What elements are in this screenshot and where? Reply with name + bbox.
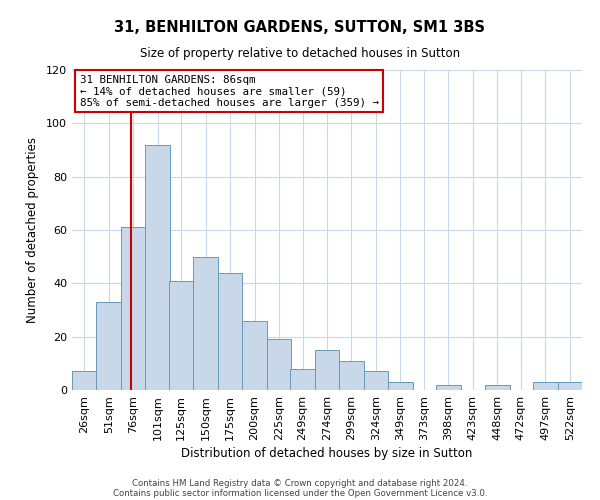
Bar (121, 228, 145, 390)
X-axis label: Distribution of detached houses by size in Sutton: Distribution of detached houses by size … (181, 447, 473, 460)
Bar (388, 382, 413, 390)
Bar (242, 320, 267, 390)
Bar (290, 368, 315, 390)
Bar (557, 382, 582, 390)
Text: 31, BENHILTON GARDENS, SUTTON, SM1 3BS: 31, BENHILTON GARDENS, SUTTON, SM1 3BS (115, 20, 485, 35)
Bar (97, 302, 121, 390)
Bar (267, 340, 291, 390)
Bar (533, 382, 557, 390)
Bar (485, 384, 509, 390)
Bar (72, 372, 97, 390)
Bar (315, 350, 339, 390)
Bar (436, 384, 461, 390)
Bar (169, 280, 193, 390)
Text: Contains HM Land Registry data © Crown copyright and database right 2024.: Contains HM Land Registry data © Crown c… (132, 478, 468, 488)
Bar (145, 144, 170, 390)
Text: Size of property relative to detached houses in Sutton: Size of property relative to detached ho… (140, 48, 460, 60)
Text: Contains public sector information licensed under the Open Government Licence v3: Contains public sector information licen… (113, 488, 487, 498)
Y-axis label: Number of detached properties: Number of detached properties (26, 137, 39, 323)
Bar (218, 272, 242, 390)
Bar (193, 256, 218, 390)
Bar (364, 372, 388, 390)
Bar (339, 360, 364, 390)
Text: 31 BENHILTON GARDENS: 86sqm
← 14% of detached houses are smaller (59)
85% of sem: 31 BENHILTON GARDENS: 86sqm ← 14% of det… (80, 75, 379, 108)
